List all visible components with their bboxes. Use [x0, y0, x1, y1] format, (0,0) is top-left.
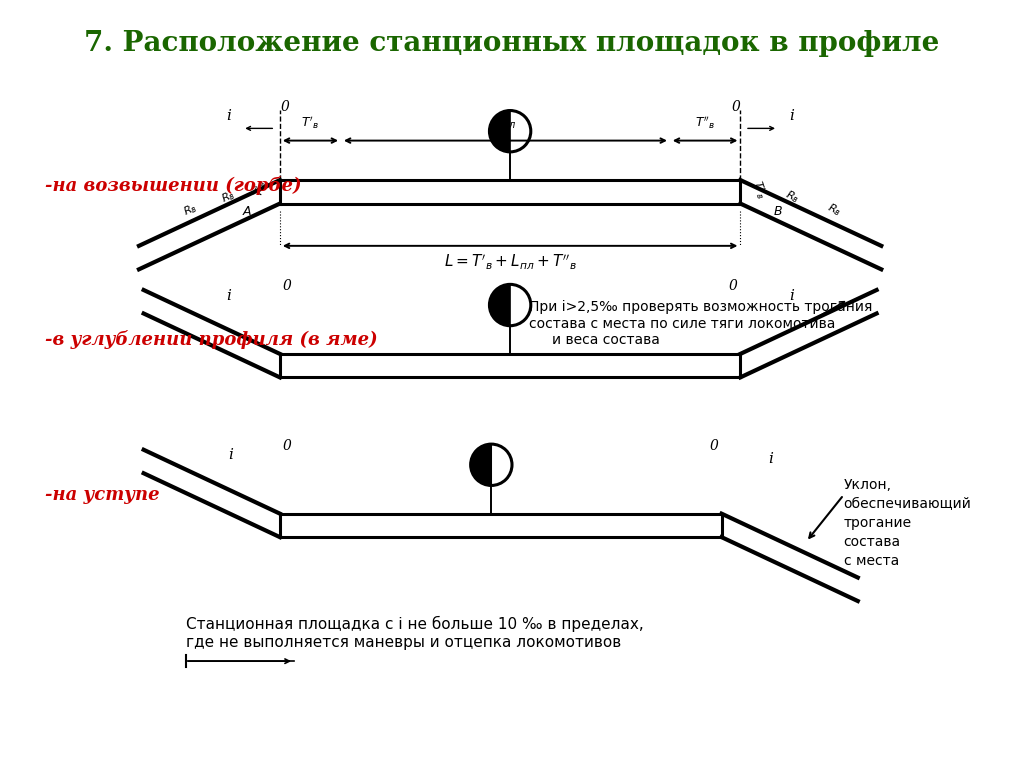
Text: i: i — [790, 109, 795, 123]
Text: Уклон,: Уклон, — [844, 479, 892, 492]
Polygon shape — [471, 444, 492, 486]
Text: 0: 0 — [728, 279, 737, 293]
Text: где не выполняется маневры и отцепка локомотивов: где не выполняется маневры и отцепка лок… — [186, 635, 622, 650]
Text: и веса состава: и веса состава — [552, 333, 660, 347]
Text: i: i — [768, 452, 773, 466]
Text: 0: 0 — [281, 100, 289, 114]
Text: Станционная площадка с i не больше 10 ‰ в пределах,: Станционная площадка с i не больше 10 ‰ … — [186, 615, 644, 632]
Text: $T''_в$: $T''_в$ — [750, 179, 769, 200]
Text: i: i — [790, 288, 795, 303]
Text: состава с места по силе тяги локомотива: состава с места по силе тяги локомотива — [529, 317, 836, 331]
Text: с места: с места — [844, 554, 899, 568]
Text: $L_{пл}$: $L_{пл}$ — [495, 115, 516, 131]
Text: A: A — [243, 205, 251, 218]
Text: При i>2,5‰ проверять возможность трогания: При i>2,5‰ проверять возможность трогани… — [529, 300, 872, 314]
Text: трогание: трогание — [844, 516, 911, 530]
Text: 0: 0 — [731, 100, 740, 114]
Text: i: i — [225, 288, 230, 303]
Text: 7. Расположение станционных площадок в профиле: 7. Расположение станционных площадок в п… — [84, 31, 940, 58]
Text: $L=T'_в+L_{пл}+T''_в$: $L=T'_в+L_{пл}+T''_в$ — [443, 253, 577, 272]
Text: $R_в$: $R_в$ — [782, 188, 801, 206]
Polygon shape — [489, 110, 510, 152]
Polygon shape — [489, 285, 510, 326]
Text: -в углублении профиля (в яме): -в углублении профиля (в яме) — [45, 331, 378, 349]
Text: $R_в$: $R_в$ — [181, 201, 200, 219]
Text: 0: 0 — [710, 439, 719, 453]
Text: $R_в$: $R_в$ — [219, 188, 238, 206]
Text: B: B — [773, 205, 782, 218]
Text: $T''_в$: $T''_в$ — [695, 114, 716, 131]
Text: 0: 0 — [283, 279, 292, 293]
Text: i: i — [228, 449, 233, 463]
Text: обеспечивающий: обеспечивающий — [844, 497, 972, 512]
Text: 0: 0 — [283, 439, 292, 453]
Text: i: i — [225, 109, 230, 123]
Text: $T'_в$: $T'_в$ — [252, 179, 270, 199]
Text: -на возвышении (горбе): -на возвышении (горбе) — [45, 176, 301, 195]
Text: состава: состава — [844, 535, 901, 549]
Text: $R_в$: $R_в$ — [825, 201, 844, 219]
Text: -на уступе: -на уступе — [45, 486, 160, 504]
Text: $T'_в$: $T'_в$ — [301, 114, 319, 131]
